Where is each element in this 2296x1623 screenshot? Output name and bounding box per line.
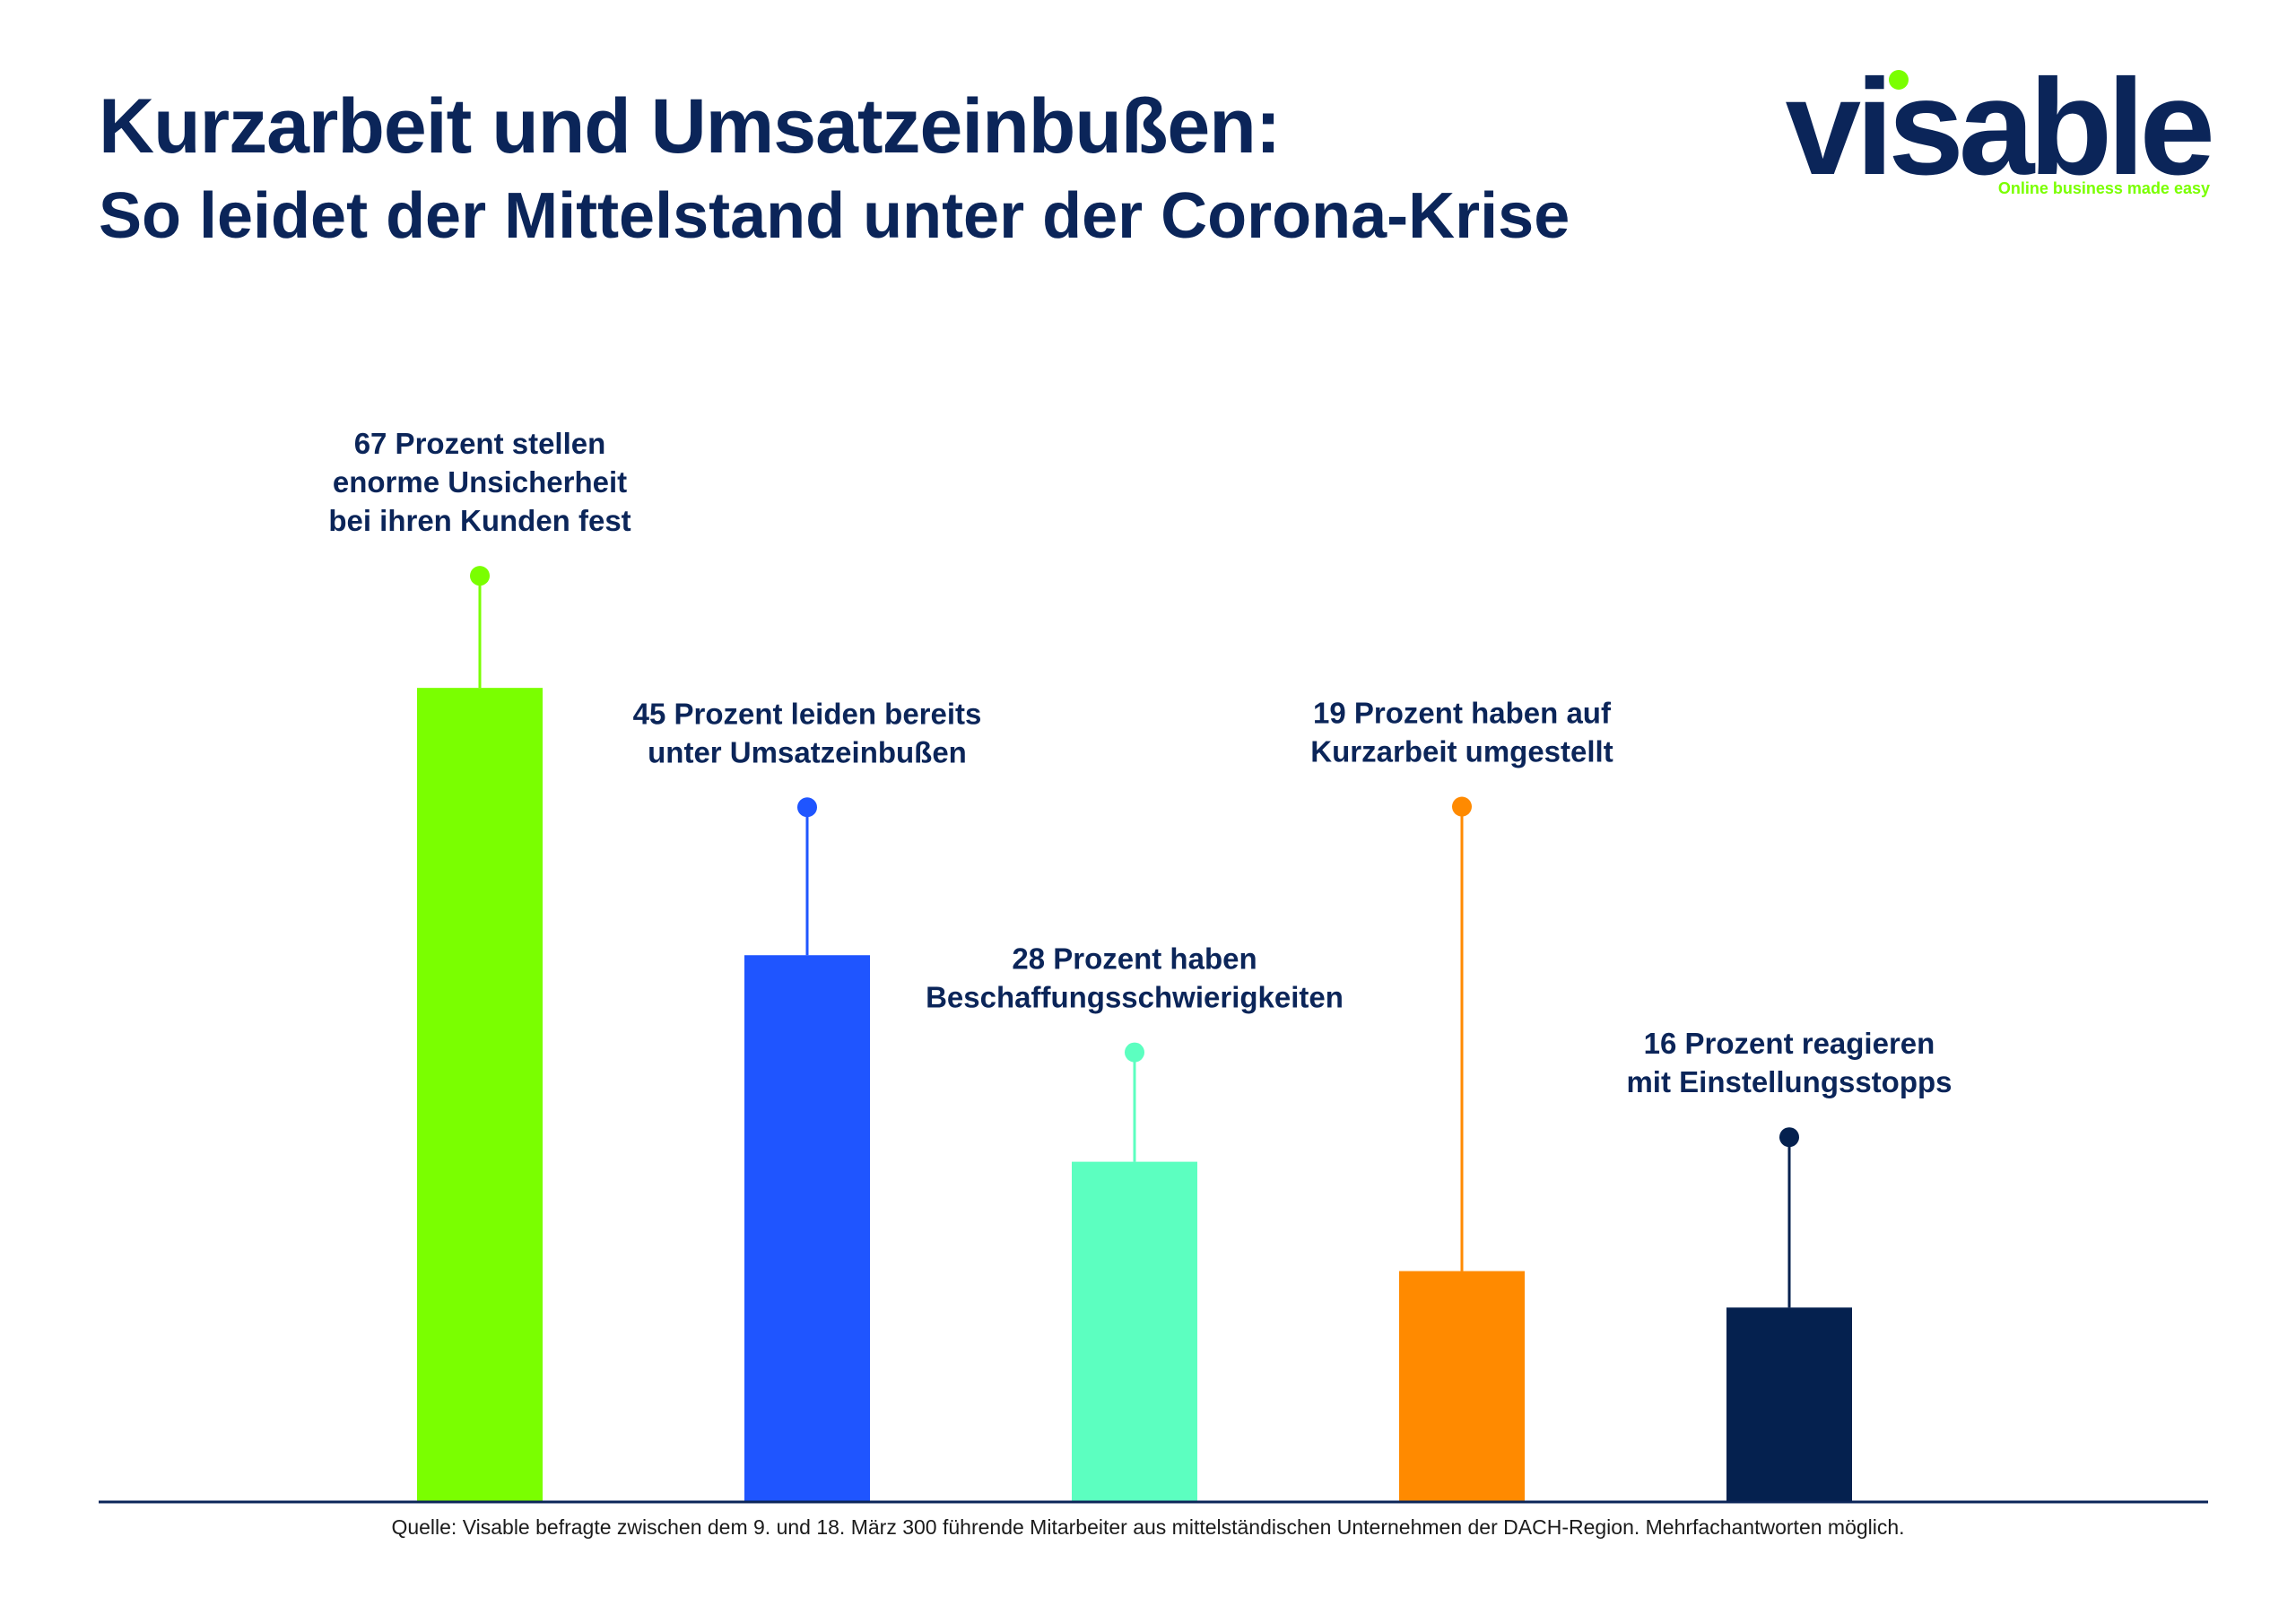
bar-4-label-line-1: 19 Prozent haben auf <box>1313 697 1612 730</box>
bar-1-label-line-1: 67 Prozent stellen <box>354 427 606 460</box>
logo-wordmark: visable <box>1785 51 2215 204</box>
bar-5 <box>1726 1307 1852 1502</box>
bar-2 <box>744 955 870 1502</box>
bar-3 <box>1072 1161 1197 1502</box>
source-note: Quelle: Visable befragte zwischen dem 9.… <box>391 1515 1905 1539</box>
bar-1-marker <box>470 566 490 586</box>
bar-2-marker <box>797 797 817 818</box>
bar-3-label-line-1: 28 Prozent haben <box>1012 942 1257 976</box>
chart-title: Kurzarbeit und Umsatzeinbußen: <box>99 83 1281 169</box>
logo-tagline: Online business made easy <box>1997 179 2210 197</box>
bar-5-label-line-1: 16 Prozent reagieren <box>1644 1027 1935 1060</box>
visable-logo[interactable]: visable Online business made easy <box>1786 59 2215 212</box>
bar-5-marker <box>1779 1127 1799 1148</box>
bar-4-label-line-2: Kurzarbeit umgestellt <box>1310 735 1613 768</box>
bar-1-label-line-3: bei ihren Kunden fest <box>328 504 631 537</box>
bar-4 <box>1399 1271 1525 1502</box>
bar-4-marker <box>1452 796 1472 817</box>
bar-5-label-line-2: mit Einstellungsstopps <box>1626 1065 1952 1098</box>
bar-2-label-line-1: 45 Prozent leiden bereits <box>633 697 982 730</box>
chart-subtitle: So leidet der Mittelstand unter der Coro… <box>99 180 1570 252</box>
bar-1-label-line-2: enorme Unsicherheit <box>333 465 627 499</box>
bar-3-label-line-2: Beschaffungsschwierigkeiten <box>926 981 1344 1014</box>
bar-1 <box>417 688 543 1502</box>
logo-dot-icon <box>1889 70 1909 90</box>
bar-3-marker <box>1125 1042 1144 1063</box>
bar-2-label-line-2: unter Umsatzeinbußen <box>648 735 967 768</box>
